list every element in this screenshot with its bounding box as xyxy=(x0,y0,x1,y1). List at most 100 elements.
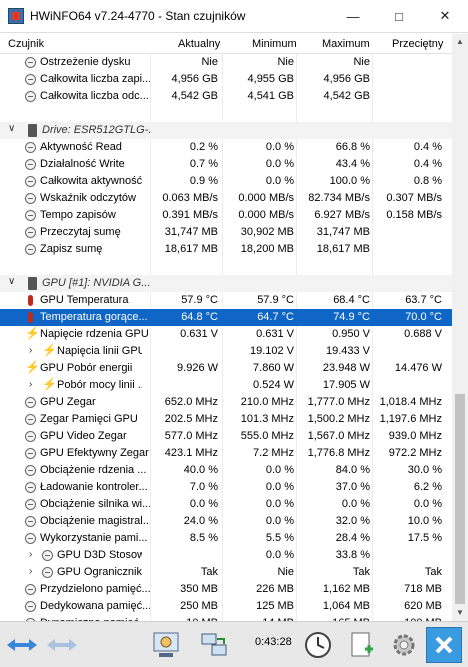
group-label: Drive: ESR512GTLG-... xyxy=(42,124,152,136)
col-header-sensor[interactable]: Czujnik xyxy=(8,38,45,50)
value-min: 226 MB xyxy=(256,583,294,595)
minimize-button[interactable]: — xyxy=(346,8,360,24)
network-button[interactable] xyxy=(196,627,232,663)
sensor-row[interactable]: ⚡ Napięcie rdzenia GPU 0.631 V 0.631 V 0.950… xyxy=(0,326,452,343)
value-max: Tak xyxy=(352,566,370,578)
sensor-row[interactable]: GPU Video Zegar 577.0 MHz 555.0 MHz 1,567.0… xyxy=(0,428,452,445)
col-header-max[interactable]: Maximum xyxy=(322,38,370,50)
sensor-row[interactable]: Całkowita aktywność 0.9 % 0.0 % 100.0 % 0.8 … xyxy=(0,173,452,190)
sensor-row[interactable]: Przydzielono pamięć... 350 MB 226 MB 1,162 … xyxy=(0,581,452,598)
sensor-name: GPU Ograniczniki... xyxy=(57,566,142,578)
maximize-button[interactable]: □ xyxy=(395,8,403,24)
value-current: 9.926 W xyxy=(177,362,218,374)
value-current: 4,542 GB xyxy=(171,90,218,102)
sensor-name: Przeczytaj sumę xyxy=(40,226,121,238)
expand-arrow-icon[interactable]: › xyxy=(29,566,33,577)
report-button[interactable] xyxy=(148,627,184,663)
scroll-up-icon[interactable]: ▲ xyxy=(456,37,464,46)
gauge-icon xyxy=(25,482,36,493)
col-header-min[interactable]: Minimum xyxy=(252,38,297,50)
nav-arrows-button[interactable] xyxy=(4,627,40,663)
col-header-current[interactable]: Aktualny xyxy=(178,38,221,50)
expand-arrow-icon[interactable]: › xyxy=(29,549,33,560)
value-max: 165 MB xyxy=(300,617,370,621)
sensor-row[interactable]: Zapisz sumę 18,617 MB 18,200 MB 18,617 MB xyxy=(0,241,452,258)
value-current: 57.9 °C xyxy=(181,294,218,306)
sensor-row[interactable]: › ⚡ Napięcia linii GPU 19.102 V 19.433 V xyxy=(0,343,452,360)
sensor-row[interactable]: Aktywność Read 0.2 % 0.0 % 66.8 % 0.4 % xyxy=(0,139,452,156)
close-icon xyxy=(435,636,453,654)
sensor-row[interactable]: Działalność Write 0.7 % 0.0 % 43.4 % 0.4 % xyxy=(0,156,452,173)
sensor-table[interactable]: Ostrzeżenie dysku Nie Nie Nie Całkowita licz… xyxy=(0,54,452,621)
value-current: 0.7 % xyxy=(189,158,218,170)
value-min: 19.102 V xyxy=(249,345,294,357)
sensor-name: GPU Temperatura xyxy=(40,294,129,306)
sensor-name: Wykorzystanie pami... xyxy=(40,532,148,544)
sensor-name: GPU Zegar xyxy=(40,396,96,408)
value-current: 250 MB xyxy=(180,600,218,612)
add-document-icon xyxy=(351,632,373,657)
sensor-row[interactable]: GPU Temperatura 57.9 °C 57.9 °C 68.4 °C 63.7… xyxy=(0,292,452,309)
value-avg: 63.7 °C xyxy=(405,294,442,306)
collapse-arrow-icon[interactable]: ∨ xyxy=(8,123,16,134)
close-sensors-button[interactable] xyxy=(426,627,462,663)
clock-reset-button[interactable] xyxy=(300,627,336,663)
sensor-row[interactable]: Wskaźnik odczytów 0.063 MB/s 0.000 MB/s 82.… xyxy=(0,190,452,207)
sensor-row[interactable]: GPU Zegar 652.0 MHz 210.0 MHz 1,777.0 MHz 1,… xyxy=(0,394,452,411)
sensor-name: Dedykowana pamięć... xyxy=(40,600,150,612)
gauge-icon xyxy=(25,533,36,544)
value-avg: 620 MB xyxy=(404,600,442,612)
col-header-avg[interactable]: Przeciętny xyxy=(392,38,444,50)
nav-arrows-disabled-button[interactable] xyxy=(44,627,80,663)
value-min: 0.0 % xyxy=(265,498,294,510)
expand-arrow-icon[interactable]: › xyxy=(29,379,33,390)
sensor-row[interactable]: › GPU D3D Stosow... 0.0 % 33.8 % xyxy=(0,547,452,564)
expand-arrow-icon[interactable]: › xyxy=(29,345,33,356)
settings-button[interactable] xyxy=(386,627,422,663)
value-avg: 0.688 V xyxy=(404,328,442,340)
value-min: 0.0 % xyxy=(265,481,294,493)
scrollbar-thumb[interactable] xyxy=(455,394,465,604)
value-max: 1,777.0 MHz xyxy=(307,396,370,408)
sensor-name: Obciążenie rdzenia ... xyxy=(40,464,147,476)
add-log-button[interactable] xyxy=(344,627,380,663)
sensor-name: GPU Pobór energii xyxy=(40,362,133,374)
value-current: 31,747 MB xyxy=(164,226,218,238)
gauge-icon xyxy=(42,567,53,578)
value-min: 0.631 V xyxy=(256,328,294,340)
sensor-row[interactable]: Ładowanie kontroler... 7.0 % 0.0 % 37.0 % 6.… xyxy=(0,479,452,496)
sensor-row[interactable]: Zegar Pamięci GPU 202.5 MHz 101.3 MHz 1,500… xyxy=(0,411,452,428)
collapse-arrow-icon[interactable]: ∨ xyxy=(8,276,16,287)
vertical-scrollbar[interactable]: ▲ ▼ xyxy=(452,34,468,621)
sensor-group-row[interactable]: ∨ GPU [#1]: NVIDIA G... xyxy=(0,275,452,292)
double-arrow-icon xyxy=(7,639,37,651)
network-icon xyxy=(201,633,227,656)
device-icon xyxy=(28,124,37,137)
close-button[interactable]: ✕ xyxy=(439,8,451,23)
value-max: 28.4 % xyxy=(335,532,370,544)
sensor-row[interactable]: Obciążenie rdzenia ... 40.0 % 0.0 % 84.0 % 3… xyxy=(0,462,452,479)
sensor-row[interactable]: Temperatura gorące... 64.8 °C 64.7 °C 74.9 … xyxy=(0,309,452,326)
sensor-row[interactable]: Ostrzeżenie dysku Nie Nie Nie xyxy=(0,54,452,71)
sensor-row[interactable]: › GPU Ograniczniki... Tak Nie Tak Tak xyxy=(0,564,452,581)
sensor-row[interactable]: ⚡ GPU Pobór energii 9.926 W 7.860 W 23.948 W… xyxy=(0,360,452,377)
gauge-icon xyxy=(25,414,36,425)
scroll-down-icon[interactable]: ▼ xyxy=(456,608,464,617)
sensor-group-row[interactable]: ∨ Drive: ESR512GTLG-... xyxy=(0,122,452,139)
sensor-row[interactable]: Całkowita liczba zapi... 4,956 GB 4,955 GB… xyxy=(0,71,452,88)
gauge-icon xyxy=(25,91,36,102)
sensor-row[interactable]: › ⚡ Pobór mocy linii ... 0.524 W 17.905 W xyxy=(0,377,452,394)
sensor-row[interactable]: Wykorzystanie pami... 8.5 % 5.5 % 28.4 % 17.… xyxy=(0,530,452,547)
bottom-toolbar: 0:43:28 xyxy=(0,621,468,667)
sensor-row[interactable]: Dedykowana pamięć... 250 MB 125 MB 1,064 MB… xyxy=(0,598,452,615)
sensor-row[interactable]: Przeczytaj sumę 31,747 MB 30,902 MB 31,747 … xyxy=(0,224,452,241)
sensor-row[interactable]: Dynamiczna pamięć...10 MB 14 MB 165 MB100 … xyxy=(0,615,452,621)
value-current: 8.5 % xyxy=(189,532,218,544)
lightning-icon: ⚡ xyxy=(25,360,40,374)
sensor-row[interactable]: Tempo zapisów 0.391 MB/s 0.000 MB/s 6.927 M… xyxy=(0,207,452,224)
sensor-row[interactable]: Całkowita liczba odc... 4,542 GB 4,541 GB 4… xyxy=(0,88,452,105)
value-current: 350 MB xyxy=(180,583,218,595)
sensor-row[interactable]: Obciążenie magistral... 24.0 % 0.0 % 32.0 %… xyxy=(0,513,452,530)
sensor-row[interactable]: GPU Efektywny Zegar 423.1 MHz 7.2 MHz 1,776… xyxy=(0,445,452,462)
sensor-row[interactable]: Obciążenie silnika wi... 0.0 % 0.0 % 0.0 % 0… xyxy=(0,496,452,513)
